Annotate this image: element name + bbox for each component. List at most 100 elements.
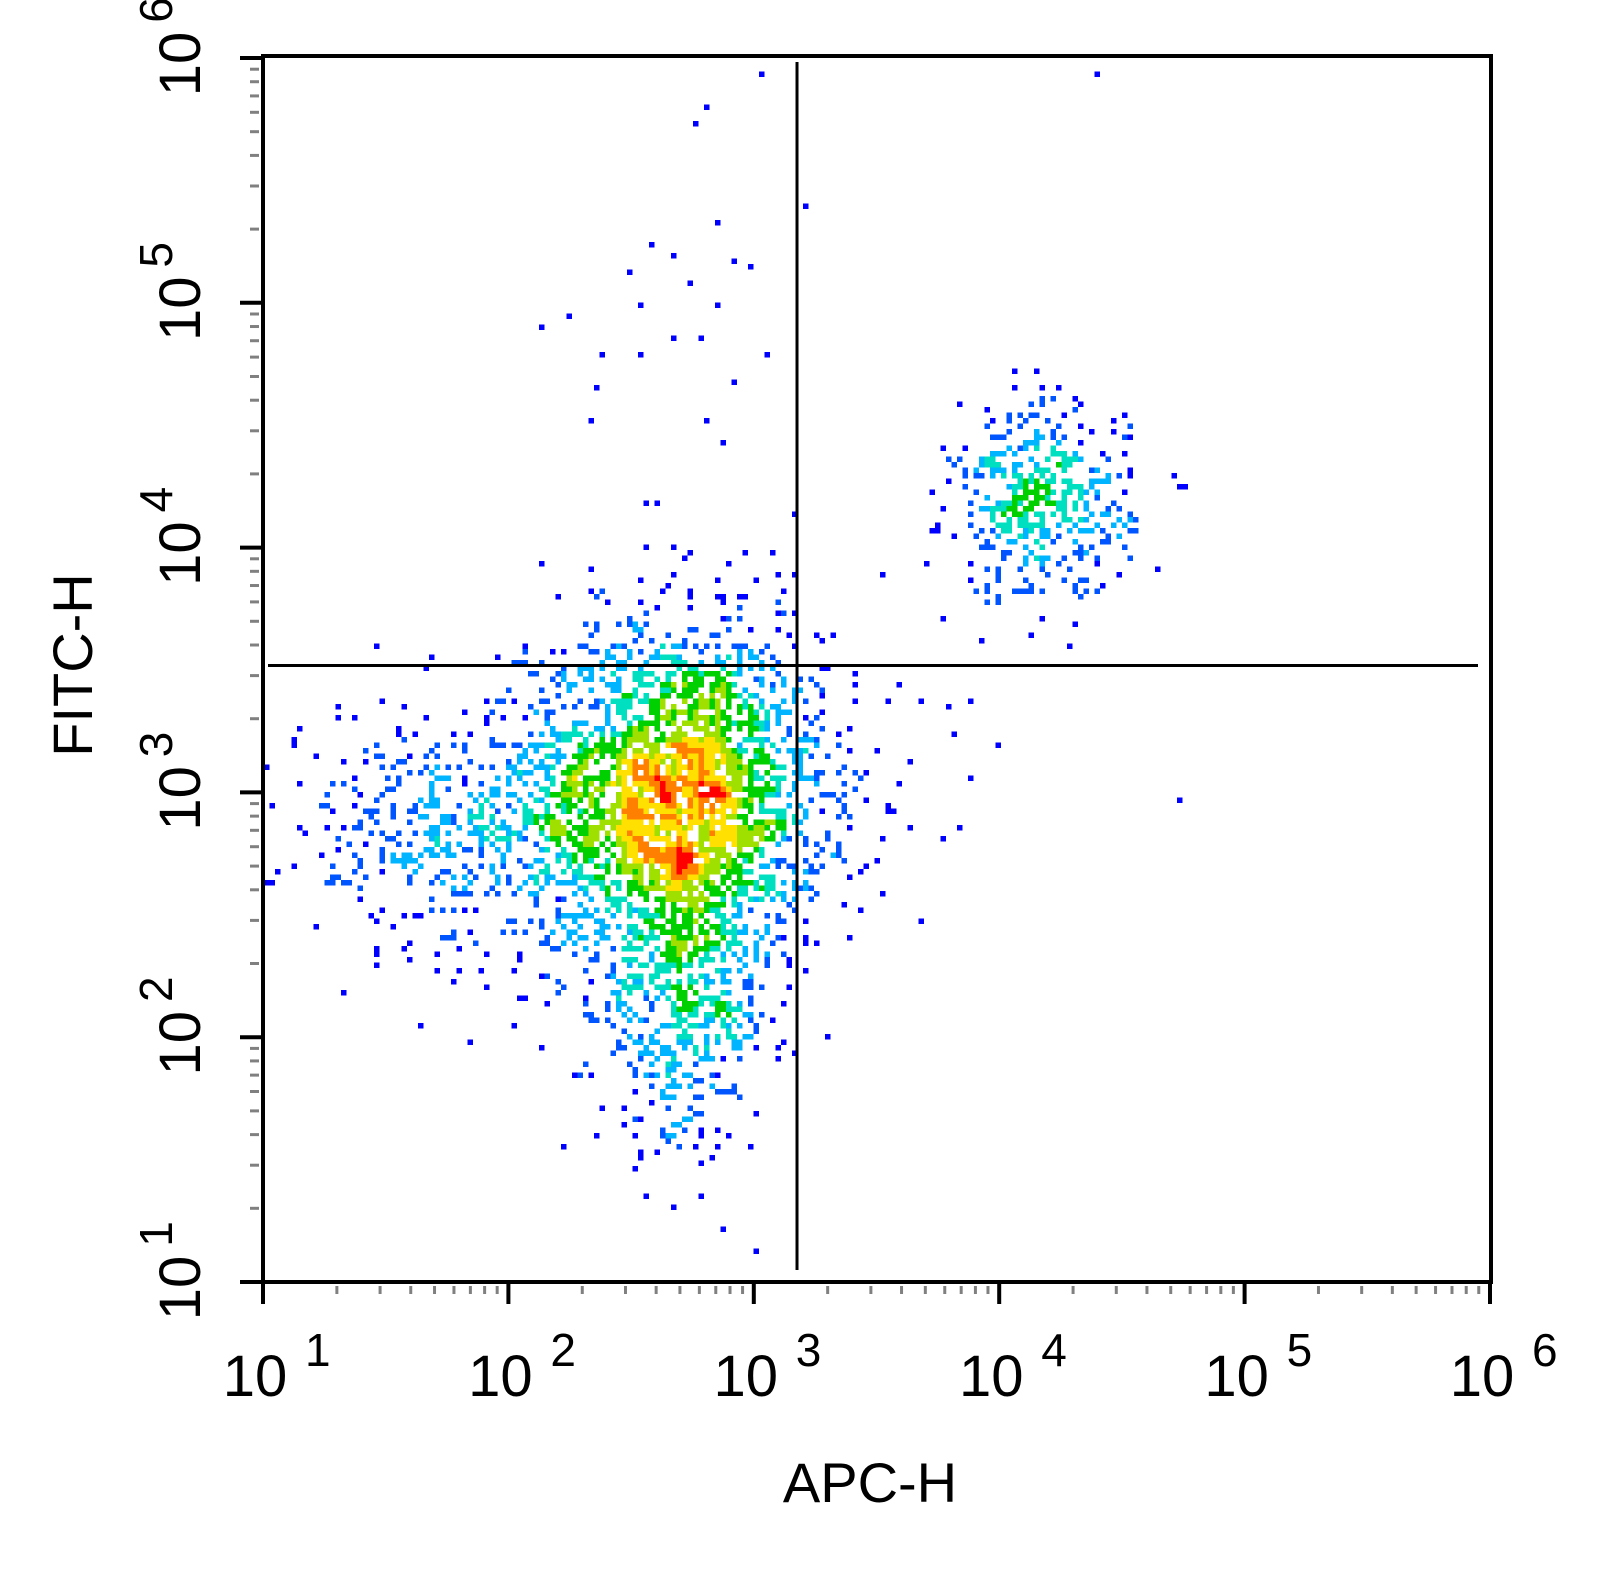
data-point [676, 957, 682, 963]
data-point [1034, 500, 1040, 506]
data-point [1039, 434, 1045, 440]
data-point [660, 863, 666, 869]
data-point [500, 929, 506, 935]
data-point [819, 770, 825, 776]
data-point [577, 1072, 583, 1078]
data-point [632, 627, 638, 633]
data-point [973, 489, 979, 495]
data-point [687, 863, 693, 869]
data-point [577, 847, 583, 853]
data-point [544, 874, 550, 880]
data-point [720, 990, 726, 996]
data-point [775, 599, 781, 605]
data-point [671, 660, 677, 666]
data-point [528, 671, 534, 677]
data-point [698, 1056, 704, 1062]
data-point [676, 891, 682, 897]
data-point [731, 891, 737, 897]
data-point [737, 764, 743, 770]
data-point [704, 418, 710, 424]
data-point [434, 764, 440, 770]
data-point [704, 1017, 710, 1023]
data-point [704, 770, 710, 776]
data-point [676, 946, 682, 952]
data-point [671, 885, 677, 891]
data-point [847, 874, 853, 880]
data-point [731, 643, 737, 649]
data-point [583, 935, 589, 941]
data-point [665, 918, 671, 924]
data-point [687, 1001, 693, 1007]
data-point [709, 1001, 715, 1007]
data-point [462, 781, 468, 787]
data-point [1045, 500, 1051, 506]
data-point [742, 984, 748, 990]
data-point [599, 660, 605, 666]
data-point [555, 979, 561, 985]
data-point [709, 632, 715, 638]
data-point [1006, 418, 1012, 424]
data-point [638, 869, 644, 875]
data-point [830, 632, 836, 638]
data-point [610, 946, 616, 952]
data-point [693, 1094, 699, 1100]
data-point [770, 687, 776, 693]
data-point [676, 830, 682, 836]
data-point [445, 830, 451, 836]
data-point [1072, 550, 1078, 556]
data-point [731, 693, 737, 699]
data-point [621, 792, 627, 798]
data-point [693, 792, 699, 798]
data-point [1001, 511, 1007, 517]
data-point [665, 1045, 671, 1051]
data-point [572, 858, 578, 864]
data-point [737, 907, 743, 913]
data-point [863, 863, 869, 869]
data-point [715, 891, 721, 897]
data-point [654, 715, 660, 721]
data-point [522, 836, 528, 842]
data-point [704, 874, 710, 880]
data-point [643, 742, 649, 748]
data-point [1094, 489, 1100, 495]
data-point [638, 682, 644, 688]
data-point [616, 841, 622, 847]
data-point [638, 627, 644, 633]
data-point [555, 990, 561, 996]
data-point [583, 643, 589, 649]
data-point [577, 770, 583, 776]
data-point [940, 836, 946, 842]
data-point [610, 803, 616, 809]
data-point [533, 841, 539, 847]
data-point [731, 1039, 737, 1045]
data-point [1050, 451, 1056, 457]
data-point [753, 737, 759, 743]
data-point [698, 704, 704, 710]
data-point [649, 753, 655, 759]
data-point [704, 896, 710, 902]
data-point [363, 759, 369, 765]
data-point [555, 907, 561, 913]
data-point [984, 423, 990, 429]
data-point [1111, 418, 1117, 424]
data-point [1028, 500, 1034, 506]
data-point [742, 1012, 748, 1018]
data-point [1017, 478, 1023, 484]
data-point [533, 858, 539, 864]
data-point [649, 913, 655, 919]
data-point [715, 830, 721, 836]
data-point [676, 764, 682, 770]
data-point [775, 764, 781, 770]
data-point [1034, 368, 1040, 374]
data-point [753, 946, 759, 952]
data-point [792, 819, 798, 825]
data-point [1050, 473, 1056, 479]
data-point [357, 863, 363, 869]
data-point [803, 858, 809, 864]
data-point [319, 803, 325, 809]
data-point [704, 946, 710, 952]
data-point [693, 841, 699, 847]
data-point [693, 814, 699, 820]
data-point [396, 841, 402, 847]
data-point [649, 847, 655, 853]
